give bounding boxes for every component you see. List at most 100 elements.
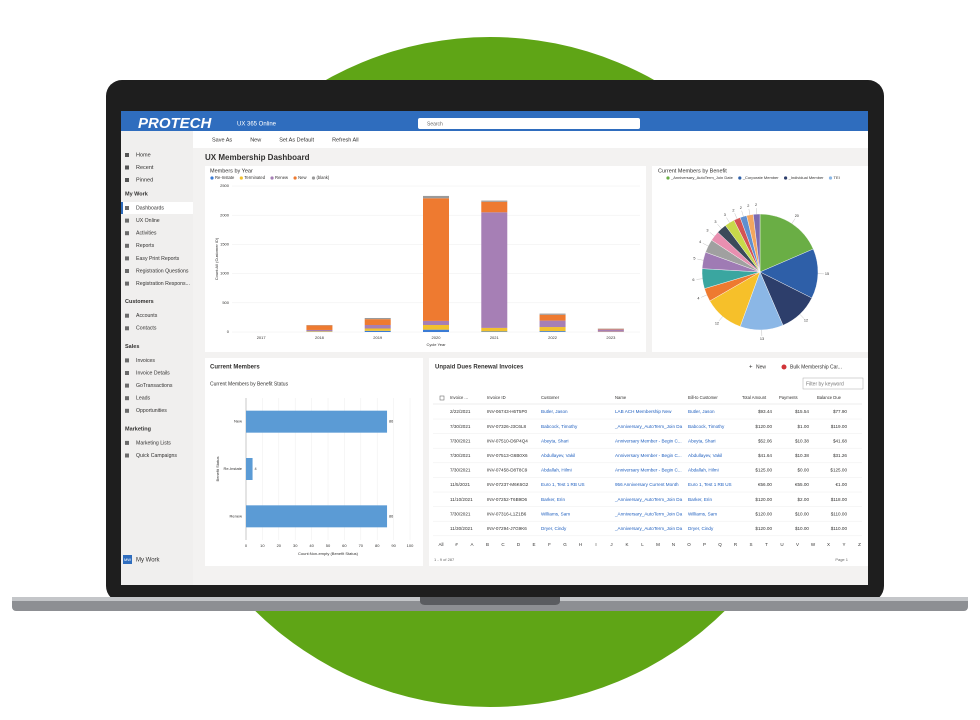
table-cell[interactable]: Abdullayev, Vakil: [688, 453, 722, 458]
nav-item[interactable]: Quick Campaigns: [136, 453, 177, 459]
nav-icon: [125, 408, 129, 413]
alphabet-filter[interactable]: O: [687, 542, 691, 547]
alphabet-filter[interactable]: K: [625, 542, 628, 547]
table-cell: $41.68: [833, 438, 847, 443]
nav-item[interactable]: Leads: [136, 396, 151, 402]
bar-segment: [481, 331, 508, 332]
table-cell[interactable]: Barker, Erin: [541, 497, 565, 502]
command-button[interactable]: Save As: [212, 137, 232, 143]
action-button[interactable]: Bulk Membership Car...: [790, 364, 842, 370]
alphabet-filter[interactable]: Z: [858, 542, 861, 547]
alphabet-filter[interactable]: All: [438, 542, 443, 547]
filter-box[interactable]: [802, 377, 864, 390]
nav-item[interactable]: Contacts: [136, 326, 157, 332]
alphabet-filter[interactable]: L: [641, 542, 644, 547]
nav-item[interactable]: Easy Print Reports: [136, 256, 180, 262]
nav-item[interactable]: Dashboards: [136, 205, 164, 211]
table-cell[interactable]: Euro 1, Test 1 RB US: [688, 482, 732, 487]
table-cell[interactable]: Abdallah, Hilmi: [541, 468, 572, 473]
alphabet-filter[interactable]: #: [455, 542, 458, 547]
column-header[interactable]: Bill-to Customer: [688, 395, 718, 400]
table-cell[interactable]: Williams, Sam: [688, 511, 717, 516]
alphabet-filter[interactable]: A: [470, 542, 473, 547]
table-cell[interactable]: Abdullayev, Vakil: [541, 453, 575, 458]
alphabet-filter[interactable]: T: [765, 542, 768, 547]
alphabet-filter[interactable]: J: [610, 542, 612, 547]
table-cell[interactable]: Butler, Jason: [541, 409, 568, 414]
nav-item[interactable]: Reports: [136, 243, 155, 249]
nav-item[interactable]: Home: [136, 152, 151, 158]
alphabet-filter[interactable]: E: [532, 542, 535, 547]
alphabet-filter[interactable]: X: [827, 542, 830, 547]
select-all[interactable]: [439, 395, 445, 401]
alphabet-filter[interactable]: Q: [718, 542, 722, 547]
table-cell[interactable]: _Anniversary_AutoTerm_Join Da: [614, 424, 683, 429]
table-cell[interactable]: Butler, Jason: [688, 409, 715, 414]
column-header[interactable]: Payments: [779, 395, 798, 400]
alphabet-filter[interactable]: U: [780, 542, 783, 547]
dashboard-title[interactable]: UX Membership Dashboard: [205, 153, 310, 162]
nav-icon: [125, 440, 129, 445]
alphabet-filter[interactable]: B: [486, 542, 489, 547]
table-cell[interactable]: Dryer, Cindy: [688, 526, 714, 531]
alphabet-filter[interactable]: R: [734, 542, 738, 547]
nav-item[interactable]: Registration Questions: [136, 268, 189, 274]
alphabet-filter[interactable]: S: [749, 542, 752, 547]
table-cell[interactable]: Abeyta, Shari: [688, 438, 716, 443]
alphabet-filter[interactable]: H: [579, 542, 582, 547]
nav-item[interactable]: Activities: [136, 231, 157, 237]
alphabet-filter[interactable]: C: [501, 542, 505, 547]
search-box[interactable]: [418, 118, 640, 129]
alphabet-filter[interactable]: F: [548, 542, 551, 547]
nav-item[interactable]: Registration Respons...: [136, 281, 190, 287]
column-header[interactable]: Total Amount: [742, 395, 767, 400]
table-cell[interactable]: Williams, Sam: [541, 511, 570, 516]
column-header[interactable]: Invoice ...: [450, 395, 468, 400]
table-cell[interactable]: 956 Anniversary Current Month: [615, 482, 679, 487]
nav-item[interactable]: Pinned: [136, 177, 153, 183]
nav-item[interactable]: Invoice Details: [136, 370, 170, 376]
nav-item[interactable]: Marketing Lists: [136, 440, 171, 446]
alphabet-filter[interactable]: W: [811, 542, 816, 547]
alphabet-filter[interactable]: N: [672, 542, 675, 547]
command-button[interactable]: Refresh All: [332, 137, 359, 143]
alphabet-filter[interactable]: D: [517, 542, 521, 547]
table-cell[interactable]: Abdallah, Hilmi: [688, 468, 719, 473]
table-cell[interactable]: Anniversary Member - Begin C...: [615, 438, 682, 443]
area-label[interactable]: My Work: [136, 558, 161, 564]
table-cell[interactable]: Babcock, Timothy: [541, 424, 578, 429]
nav-item[interactable]: Opportunities: [136, 408, 167, 414]
column-header[interactable]: Name: [615, 395, 627, 400]
nav-item[interactable]: Recent: [136, 165, 154, 171]
nav-item[interactable]: Accounts: [136, 313, 158, 319]
command-button[interactable]: Set As Default: [279, 137, 314, 143]
alphabet-filter[interactable]: I: [595, 542, 596, 547]
table-cell[interactable]: Anniversary Member - Begin C...: [615, 453, 682, 458]
column-header[interactable]: Invoice ID: [487, 395, 506, 400]
bar-segment: [306, 325, 333, 330]
nav-item[interactable]: Invoices: [136, 358, 155, 364]
nav-item[interactable]: UX Online: [136, 218, 160, 224]
alphabet-filter[interactable]: V: [796, 542, 799, 547]
table-cell[interactable]: Anniversary Member - Begin C...: [615, 468, 682, 473]
table-cell[interactable]: Barker, Erin: [688, 497, 712, 502]
table-cell[interactable]: Euro 1, Test 1 RB US: [541, 482, 585, 487]
panel-title: Unpaid Dues Renewal Invoices: [435, 365, 524, 371]
table-cell[interactable]: LAB ACH Membership New: [615, 409, 672, 414]
table-cell[interactable]: Babcock, Timothy: [688, 424, 725, 429]
table-cell[interactable]: _Anniversary_AutoTerm_Join Da: [614, 526, 683, 531]
action-button[interactable]: New: [756, 364, 766, 370]
table-cell[interactable]: _Anniversary_AutoTerm_Join Da: [614, 497, 683, 502]
command-button[interactable]: New: [250, 137, 261, 143]
column-header[interactable]: Customer: [541, 395, 560, 400]
table-cell[interactable]: _Anniversary_AutoTerm_Join Da: [614, 511, 683, 516]
alphabet-filter[interactable]: P: [703, 542, 706, 547]
column-header[interactable]: Balance Due: [817, 395, 842, 400]
nav-item[interactable]: GoTransactions: [136, 383, 173, 389]
alphabet-filter[interactable]: G: [563, 542, 567, 547]
alphabet-filter[interactable]: Y: [842, 542, 845, 547]
table-cell: $77.90: [833, 409, 847, 414]
alphabet-filter[interactable]: M: [656, 542, 660, 547]
table-cell[interactable]: Abeyta, Shari: [541, 438, 569, 443]
table-cell[interactable]: Dryer, Cindy: [541, 526, 567, 531]
